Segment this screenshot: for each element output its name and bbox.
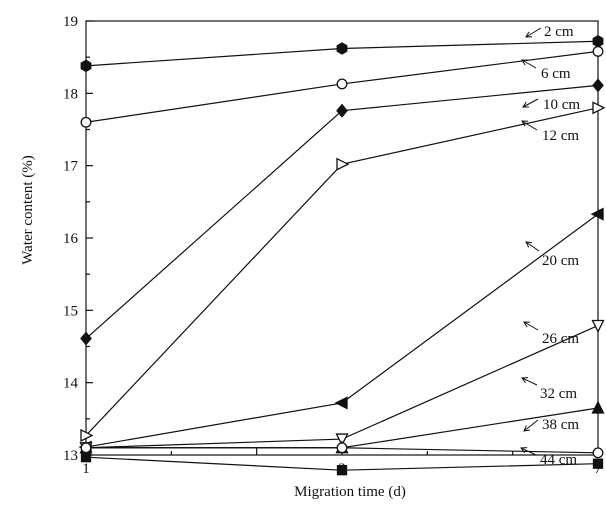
data-point-marker	[592, 78, 604, 93]
data-point-marker	[591, 400, 605, 414]
data-point-marker	[336, 157, 350, 171]
y-tick-label: 18	[63, 86, 78, 102]
data-point-marker	[334, 396, 348, 410]
series-label: 44 cm	[540, 452, 577, 468]
series-label: 10 cm	[543, 97, 580, 113]
x-tick-label: 7	[594, 461, 602, 477]
data-point-marker	[80, 59, 92, 73]
callout-arrow-head	[525, 31, 533, 38]
callout-arrow-line	[523, 321, 539, 331]
x-tick-label: 3	[338, 461, 346, 477]
callout-arrow-head	[521, 59, 529, 66]
series-line	[85, 107, 599, 436]
callout-arrow-line	[523, 419, 539, 432]
series-line	[85, 213, 599, 448]
data-point-marker	[336, 42, 348, 55]
series-line	[85, 324, 599, 449]
y-axis-label: Water content (%)	[20, 155, 36, 265]
callout-arrow-line	[520, 447, 537, 456]
y-tick-label: 15	[63, 303, 78, 319]
axis-ticks	[85, 20, 599, 456]
data-point-marker	[592, 34, 604, 48]
callout-arrow-head	[525, 241, 533, 248]
data-point-marker	[591, 319, 605, 333]
data-point-marker	[336, 78, 348, 90]
data-point-marker	[80, 442, 92, 454]
series-label: 20 cm	[542, 253, 579, 269]
series-label: 2 cm	[544, 24, 574, 40]
y-tick-label: 13	[63, 448, 78, 464]
data-point-marker	[80, 428, 94, 443]
series-label: 32 cm	[540, 386, 577, 402]
callout-arrow-line	[522, 98, 539, 108]
callout-arrow-head	[523, 321, 531, 328]
callout-arrow-line	[521, 59, 537, 69]
y-tick-label: 14	[63, 376, 79, 392]
callout-arrow-head	[521, 120, 529, 127]
series-line	[85, 84, 599, 339]
callout-arrow-line	[521, 120, 538, 131]
callout-arrow-head	[523, 425, 531, 432]
x-tick-label: 1	[82, 461, 90, 477]
data-point-marker	[335, 433, 349, 447]
data-point-marker	[592, 101, 606, 115]
series-callouts: 2 cm 6 cm 10 cm 12 cm 20 cm 26 cm 32 cm 38 cm 44…	[520, 24, 580, 468]
data-point-marker	[336, 465, 348, 476]
data-point-marker	[80, 331, 92, 346]
data-point-marker	[592, 458, 604, 469]
y-tick-label: 17	[63, 159, 79, 175]
y-tick-label: 19	[63, 14, 78, 30]
data-point-marker	[592, 45, 604, 57]
series-label: 38 cm	[542, 417, 579, 433]
data-point-marker	[592, 447, 604, 459]
series-label: 26 cm	[542, 331, 579, 347]
callout-arrow-line	[521, 377, 538, 386]
callout-arrow-line	[525, 241, 540, 252]
callout-arrow-head	[522, 101, 530, 108]
data-point-marker	[336, 442, 348, 454]
series-label: 12 cm	[542, 128, 579, 144]
callout-arrow-head	[520, 447, 528, 454]
data-point-marker	[336, 103, 348, 118]
x-axis-label: Migration time (d)	[294, 484, 406, 500]
series-label: 6 cm	[541, 66, 571, 82]
data-point-marker	[590, 207, 604, 221]
callout-arrow-line	[525, 27, 542, 38]
series-markers	[78, 34, 606, 476]
y-tick-label: 16	[63, 231, 79, 247]
data-point-marker	[80, 452, 92, 463]
data-point-marker	[80, 116, 92, 128]
callout-arrow-head	[521, 377, 529, 384]
